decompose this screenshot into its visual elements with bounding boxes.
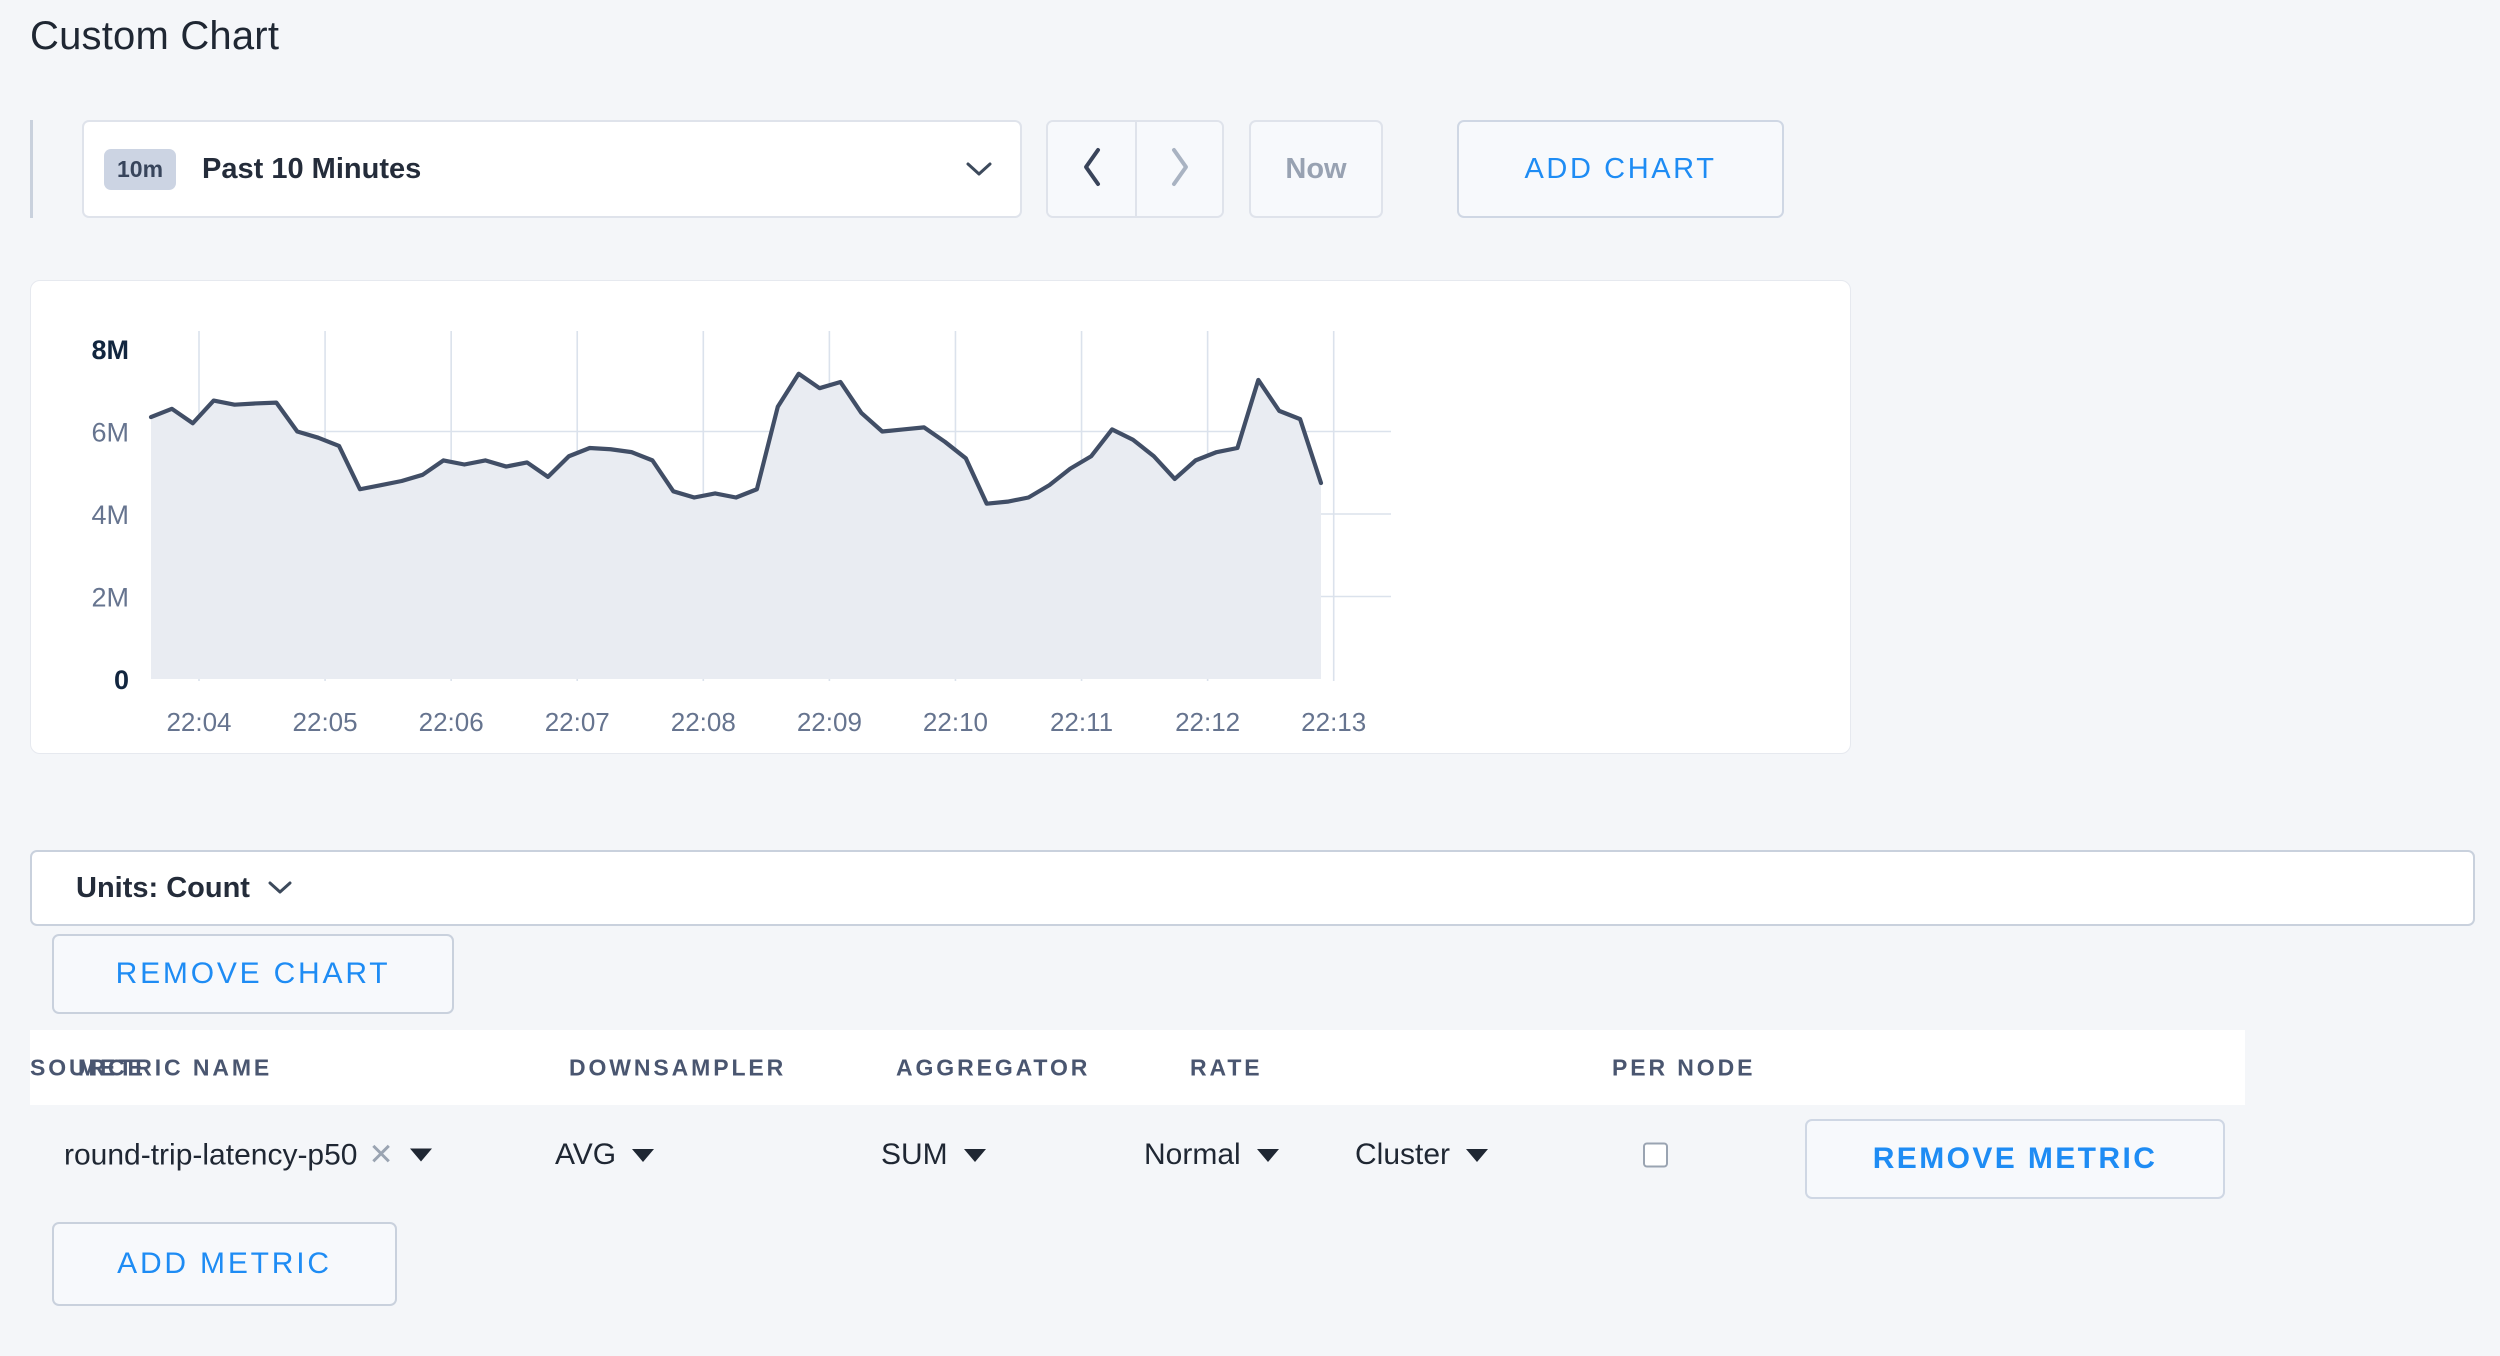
svg-text:22:09: 22:09 <box>797 707 862 737</box>
units-select[interactable]: Units: Count <box>30 850 2475 926</box>
source-select[interactable]: Cluster <box>1355 1138 1489 1172</box>
svg-text:0: 0 <box>114 665 129 695</box>
svg-text:8M: 8M <box>91 335 129 365</box>
chart-card: 8M 6M 4M 2M 0 22:04 22:05 22:06 22:07 22:08 22:09 2… <box>30 280 1851 754</box>
remove-metric-button[interactable]: REMOVE METRIC <box>1805 1119 2225 1199</box>
rate-select[interactable]: Normal <box>1144 1138 1279 1172</box>
aggregator-select[interactable]: SUM <box>881 1138 986 1172</box>
source-value: Cluster <box>1355 1138 1451 1171</box>
page-title: Custom Chart <box>30 14 280 58</box>
svg-text:22:07: 22:07 <box>545 707 610 737</box>
chevron-down-icon[interactable] <box>409 1148 432 1162</box>
metric-area-chart[interactable]: 8M 6M 4M 2M 0 22:04 22:05 22:06 22:07 22:08 22:09 2… <box>31 281 1852 755</box>
chevron-down-icon[interactable] <box>963 1148 986 1162</box>
time-range-toolbar: 10m Past 10 Minutes Now ADD CHART <box>30 120 1784 218</box>
svg-text:22:13: 22:13 <box>1301 707 1366 737</box>
time-nav-group <box>1046 120 1224 218</box>
chevron-down-icon <box>267 879 293 897</box>
column-header-rate: RATE <box>1190 1054 1263 1080</box>
svg-text:22:11: 22:11 <box>1050 707 1113 737</box>
svg-text:22:05: 22:05 <box>293 707 358 737</box>
per-node-checkbox[interactable] <box>1643 1142 1668 1168</box>
add-metric-button[interactable]: ADD METRIC <box>52 1222 397 1306</box>
close-icon[interactable]: ✕ <box>368 1138 394 1172</box>
chevron-down-icon[interactable] <box>1466 1148 1489 1162</box>
range-badge: 10m <box>104 148 177 190</box>
chevron-down-icon[interactable] <box>632 1148 655 1162</box>
remove-chart-button[interactable]: REMOVE CHART <box>52 934 454 1014</box>
metrics-table-header: METRIC NAME DOWNSAMPLER AGGREGATOR RATE … <box>30 1030 2245 1105</box>
chevron-down-icon <box>964 159 994 179</box>
table-row: round-trip-latency-p50 ✕ AVG SUM Normal … <box>30 1105 2245 1205</box>
svg-text:6M: 6M <box>91 418 129 448</box>
downsampler-select[interactable]: AVG <box>555 1138 655 1172</box>
toolbar-divider <box>30 120 33 218</box>
svg-text:2M: 2M <box>91 583 129 613</box>
add-chart-button[interactable]: ADD CHART <box>1457 120 1784 218</box>
chevron-down-icon[interactable] <box>1256 1148 1279 1162</box>
column-header-source: SOURCE <box>30 1054 146 1080</box>
column-header-aggregator: AGGREGATOR <box>896 1054 1091 1080</box>
next-range-button[interactable] <box>1135 122 1222 216</box>
metric-name-value: round-trip-latency-p50 <box>64 1138 358 1171</box>
svg-text:22:06: 22:06 <box>419 707 484 737</box>
chevron-left-icon <box>1079 146 1105 193</box>
svg-text:22:04: 22:04 <box>166 707 231 737</box>
column-header-downsampler: DOWNSAMPLER <box>569 1054 787 1080</box>
svg-text:4M: 4M <box>91 500 129 530</box>
aggregator-value: SUM <box>881 1138 948 1171</box>
svg-text:22:10: 22:10 <box>923 707 988 737</box>
column-header-metric-name: METRIC NAME <box>78 1054 273 1080</box>
svg-text:22:08: 22:08 <box>671 707 736 737</box>
time-range-select[interactable]: 10m Past 10 Minutes <box>82 120 1022 218</box>
chevron-right-icon <box>1167 146 1193 193</box>
now-button[interactable]: Now <box>1249 120 1383 218</box>
downsampler-value: AVG <box>555 1138 617 1171</box>
column-header-per-node: PER NODE <box>1612 1054 1756 1080</box>
svg-text:22:12: 22:12 <box>1175 707 1240 737</box>
prev-range-button[interactable] <box>1048 122 1135 216</box>
range-label: Past 10 Minutes <box>202 152 422 185</box>
metric-name-select[interactable]: round-trip-latency-p50 ✕ <box>64 1138 432 1173</box>
units-label: Units: Count <box>76 871 250 904</box>
rate-value: Normal <box>1144 1138 1241 1171</box>
